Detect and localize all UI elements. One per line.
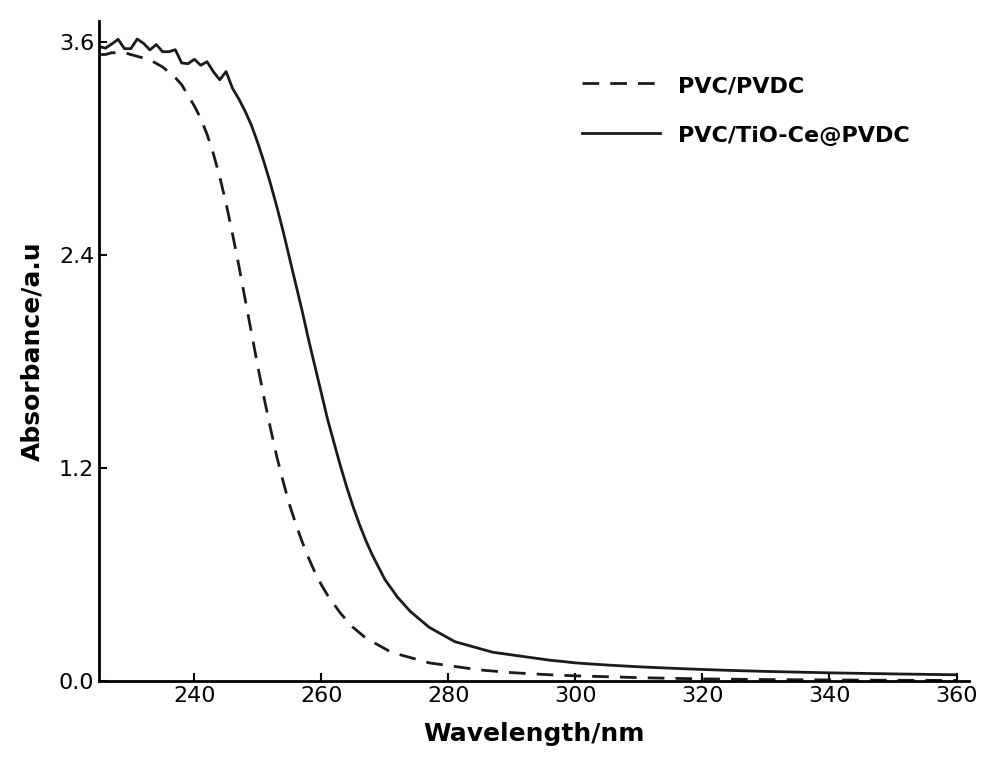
Legend: PVC/PVDC, PVC/TiO-Ce@PVDC: PVC/PVDC, PVC/TiO-Ce@PVDC <box>560 51 932 169</box>
PVC/PVDC <box>258 394 270 403</box>
Line: PVC/PVDC: PVC/PVDC <box>99 53 957 680</box>
Line: PVC/TiO-Ce@PVDC: PVC/TiO-Ce@PVDC <box>99 39 957 675</box>
X-axis label: Wavelength/nm: Wavelength/nm <box>423 723 645 746</box>
PVC/TiO-Ce@PVDC <box>188 54 200 64</box>
PVC/PVDC <box>106 48 118 58</box>
PVC/TiO-Ce@PVDC <box>284 254 296 263</box>
PVC/PVDC <box>951 676 963 685</box>
PVC/TiO-Ce@PVDC <box>366 550 378 559</box>
PVC/TiO-Ce@PVDC <box>728 666 740 675</box>
Y-axis label: Absorbance/a.u: Absorbance/a.u <box>21 241 45 460</box>
PVC/PVDC <box>188 101 200 110</box>
PVC/TiO-Ce@PVDC <box>93 42 105 51</box>
PVC/TiO-Ce@PVDC <box>951 670 963 680</box>
PVC/PVDC <box>93 50 105 59</box>
PVC/TiO-Ce@PVDC <box>131 35 143 44</box>
PVC/PVDC <box>265 424 277 433</box>
PVC/PVDC <box>284 500 296 509</box>
PVC/PVDC <box>728 675 740 684</box>
PVC/TiO-Ce@PVDC <box>258 158 270 167</box>
PVC/PVDC <box>366 637 378 647</box>
PVC/TiO-Ce@PVDC <box>265 179 277 189</box>
